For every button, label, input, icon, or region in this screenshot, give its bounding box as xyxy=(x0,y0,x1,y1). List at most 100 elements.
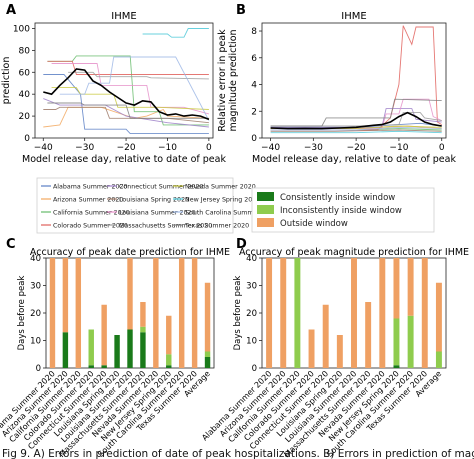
x-tick-label: −30 xyxy=(304,143,323,153)
bar-consistently-inside-window xyxy=(393,365,400,368)
bar-outside-window xyxy=(204,282,211,352)
bar-outside-window xyxy=(393,258,400,319)
series-line-alabama-summer-2020 xyxy=(43,74,209,135)
legend-label: Colorado Summer 2020 xyxy=(53,223,128,230)
legend-label: Inconsistently inside window xyxy=(280,206,402,216)
legend-label: California Summer 2020 xyxy=(53,210,130,217)
x-tick-label: −10 xyxy=(389,143,408,153)
bar-inconsistently-inside-window xyxy=(393,318,400,366)
panel-letter-b: B xyxy=(236,3,246,18)
series-line-new-jersey-spring-2020 xyxy=(142,28,209,38)
bar-outside-window xyxy=(49,258,56,368)
bar-outside-window xyxy=(365,302,372,368)
bar-outside-window xyxy=(75,258,82,368)
y-axis-label: magnitude prediction xyxy=(228,29,239,131)
bar-outside-window xyxy=(153,258,159,368)
series-line-connecticut-summer-2020 xyxy=(43,98,209,128)
panel-letter-a: A xyxy=(6,3,16,18)
legend-label: South Carolina Summer 2020 xyxy=(185,210,278,217)
y-tick-label: 0 xyxy=(252,364,257,374)
series-line-louisiana-summer-2020 xyxy=(51,63,210,115)
bar-outside-window xyxy=(178,258,185,368)
y-tick-label: 10 xyxy=(246,337,257,347)
legend-swatch-consistently-inside-window xyxy=(257,192,274,201)
series-line-massachusetts-summer-2020 xyxy=(270,112,442,127)
x-tick-label: −30 xyxy=(75,143,94,153)
bar-outside-window xyxy=(62,258,69,333)
x-tick-label: −10 xyxy=(158,143,177,153)
y-tick-label: 40 xyxy=(246,254,257,264)
legend-swatch-outside-window xyxy=(257,218,274,227)
y-tick-label: 4 xyxy=(251,81,257,91)
y-tick-label: 60 xyxy=(19,68,31,78)
chart-title: Accuracy of peak magnitude prediction fo… xyxy=(239,247,469,258)
bar-outside-window xyxy=(266,258,273,368)
legend-label: Texas Summer 2020 xyxy=(184,223,249,230)
bar-consistently-inside-window xyxy=(140,332,146,368)
bar-outside-window xyxy=(280,258,287,368)
series-line-average xyxy=(43,68,210,121)
y-axis-label: Days before peak xyxy=(233,276,243,351)
series-line-louisiana-spring-2020 xyxy=(270,129,442,132)
y-tick-label: 0 xyxy=(251,134,257,144)
bar-inconsistently-inside-window xyxy=(140,326,146,333)
chart-title: IHME xyxy=(341,11,366,22)
y-tick-label: 30 xyxy=(246,282,257,292)
bar-outside-window xyxy=(322,304,329,368)
x-tick-label: −20 xyxy=(117,143,136,153)
legend-label: New Jersey Spring 2020 xyxy=(185,197,260,204)
bar-consistently-inside-window xyxy=(114,335,120,368)
panel-letter-c: C xyxy=(6,237,16,252)
series-line-new-jersey-spring-2020 xyxy=(270,130,442,134)
legend-label: Connecticut Summer 2020 xyxy=(119,184,203,191)
legend-swatch-inconsistently-inside-window xyxy=(257,205,274,214)
bar-outside-window xyxy=(140,302,146,327)
y-tick-label: 80 xyxy=(19,46,31,56)
y-axis-label: Relative error in peak xyxy=(217,29,228,132)
y-tick-label: 40 xyxy=(19,90,31,100)
y-tick-label: 20 xyxy=(246,309,257,319)
series-line-texas-summer-2020 xyxy=(47,102,209,119)
bar-inconsistently-inside-window xyxy=(294,258,301,368)
x-tick-label: −40 xyxy=(34,143,53,153)
y-axis-label: prediction xyxy=(1,57,12,105)
bar-inconsistently-inside-window xyxy=(204,351,211,357)
panel-b: −40 −30 −20 −10 0 0 2 4 6 8 IHME Model release day,… xyxy=(217,11,456,165)
bar-consistently-inside-window xyxy=(101,365,107,368)
y-tick-label: 0 xyxy=(24,134,30,144)
bar-consistently-inside-window xyxy=(88,365,94,368)
series-legend: Alabama Summer 2020 Arizona Summer 2020 Ca… xyxy=(36,177,278,234)
x-tick-label: −40 xyxy=(261,143,280,153)
legend-label: Arizona Summer 2020 xyxy=(53,197,123,204)
y-tick-label: 0 xyxy=(36,364,41,374)
legend-label: Outside window xyxy=(280,219,348,229)
y-tick-label: 30 xyxy=(30,282,41,292)
bar-consistently-inside-window xyxy=(166,365,172,368)
panel-a: −40 −30 −20 −10 0 0 20 40 60 80 100 IHME Model relea… xyxy=(0,11,226,165)
legend-label: Alabama Summer 2020 xyxy=(53,184,128,191)
legend-label: Massachusetts Summer 2020 xyxy=(119,223,212,230)
y-tick-label: 10 xyxy=(30,337,41,347)
y-tick-label: 6 xyxy=(251,54,257,64)
bar-outside-window xyxy=(166,315,172,355)
bar-outside-window xyxy=(379,258,386,368)
bar-consistently-inside-window xyxy=(62,332,69,368)
plot-frame xyxy=(261,22,447,139)
y-tick-label: 100 xyxy=(13,24,30,34)
x-tick-label: 0 xyxy=(206,143,212,153)
bar-outside-window xyxy=(407,258,414,316)
y-tick-label: 8 xyxy=(251,27,257,37)
y-tick-label: 40 xyxy=(30,254,41,264)
bar-consistently-inside-window xyxy=(127,329,133,368)
bar-outside-window xyxy=(191,258,198,368)
series-line-louisiana-summer-2020 xyxy=(270,98,442,130)
legend-label: Louisiana Spring 2020 xyxy=(119,197,189,204)
legend-label: Consistently inside window xyxy=(280,193,395,203)
bar-inconsistently-inside-window xyxy=(407,315,414,368)
legend-label: Nevada Summer 2020 xyxy=(185,184,256,191)
y-axis-label: Error in peak date xyxy=(0,38,1,124)
bar-outside-window xyxy=(127,258,133,330)
